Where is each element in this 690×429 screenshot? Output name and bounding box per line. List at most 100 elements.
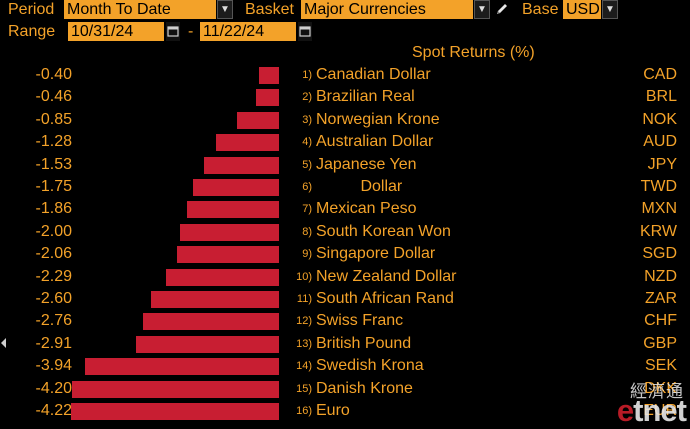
- rank-label: 2): [302, 91, 312, 104]
- table-row[interactable]: -0.40 1) Canadian Dollar CAD: [0, 64, 690, 86]
- period-label: Period: [8, 1, 55, 18]
- rank-label: 1): [302, 69, 312, 81]
- basket-select[interactable]: Major Currencies: [301, 0, 473, 19]
- table-row[interactable]: -4.20 15) Danish Krone DKK: [0, 378, 690, 400]
- currency-name[interactable]: Japanese Yen: [316, 155, 417, 173]
- table-row[interactable]: -2.76 12) Swiss Franc CHF: [0, 310, 690, 332]
- currency-code: BRL: [645, 88, 677, 106]
- toolbar: Period Month To Date ▼ Basket Major Curr…: [0, 0, 690, 44]
- return-value: -0.85: [35, 110, 72, 128]
- return-value: -2.06: [35, 245, 72, 263]
- basket-label: Basket: [245, 1, 294, 18]
- table-row[interactable]: -1.28 4) Australian Dollar AUD: [0, 131, 690, 153]
- return-value: -2.60: [35, 290, 72, 307]
- currency-name[interactable]: Swedish Krona: [316, 357, 424, 375]
- return-value: -1.53: [35, 155, 72, 173]
- return-value: -2.29: [35, 267, 72, 285]
- currency-name[interactable]: Singapore Dollar: [316, 245, 436, 263]
- chevron-down-icon: ▼: [477, 4, 487, 15]
- return-bar: [237, 111, 279, 129]
- currency-code: CAD: [643, 66, 677, 83]
- base-dropdown-button[interactable]: ▼: [602, 0, 618, 19]
- currency-name[interactable]: Australian Dollar: [316, 133, 434, 151]
- currency-code: ZAR: [645, 290, 677, 307]
- table-row[interactable]: -2.06 9) Singapore Dollar SGD: [0, 243, 690, 265]
- return-bar: [187, 201, 279, 219]
- basket-dropdown-button[interactable]: ▼: [474, 0, 490, 19]
- period-select[interactable]: Month To Date: [64, 0, 216, 19]
- currency-code: EUR: [643, 402, 677, 419]
- return-bar: [256, 89, 279, 107]
- currency-name[interactable]: South African Rand: [316, 290, 454, 307]
- currency-code: GBP: [643, 334, 677, 352]
- rank-label: 4): [302, 136, 312, 149]
- base-label: Base: [522, 1, 559, 18]
- rank-label: 5): [302, 158, 312, 171]
- base-select[interactable]: USD: [563, 0, 601, 19]
- currency-name[interactable]: Danish Krone: [316, 379, 413, 397]
- return-value: -0.46: [35, 88, 72, 106]
- rank-label: 8): [302, 225, 312, 238]
- currency-code: JPY: [647, 155, 677, 173]
- rank-label: 10): [296, 270, 312, 283]
- table-row[interactable]: -1.75 6) Dollar TWD: [0, 176, 690, 198]
- currency-name[interactable]: Mexican Peso: [316, 200, 417, 218]
- chart-title: Spot Returns (%): [412, 44, 535, 61]
- return-value: -0.40: [35, 66, 72, 83]
- table-row[interactable]: -0.46 2) Brazilian Real BRL: [0, 86, 690, 108]
- table-row[interactable]: -1.86 7) Mexican Peso MXN: [0, 198, 690, 220]
- table-row[interactable]: -2.29 10) New Zealand Dollar NZD: [0, 266, 690, 288]
- rank-label: 14): [296, 360, 312, 373]
- return-bar: [204, 156, 279, 174]
- currency-name[interactable]: Brazilian Real: [316, 88, 415, 106]
- calendar-icon[interactable]: [166, 22, 180, 41]
- return-bar: [177, 246, 279, 264]
- pencil-icon[interactable]: [494, 1, 510, 17]
- currency-code: SEK: [644, 357, 677, 375]
- return-bar: [136, 335, 279, 353]
- range-start-input[interactable]: 10/31/24: [68, 22, 164, 41]
- rank-label: 9): [302, 248, 312, 261]
- currency-code: DKK: [644, 379, 677, 397]
- currency-name[interactable]: South Korean Won: [316, 222, 451, 240]
- currency-name[interactable]: Swiss Franc: [316, 312, 404, 330]
- rank-label: 11): [296, 293, 312, 305]
- rank-label: 12): [296, 315, 312, 328]
- rank-label: 15): [296, 382, 312, 395]
- table-row[interactable]: -0.85 3) Norwegian Krone NOK: [0, 109, 690, 131]
- rank-label: 6): [302, 181, 312, 193]
- table-row[interactable]: -2.60 11) South African Rand ZAR: [0, 288, 690, 310]
- chevron-down-icon: ▼: [220, 4, 230, 15]
- currency-code: SGD: [642, 245, 677, 263]
- return-bar: [85, 358, 279, 376]
- return-value: -2.00: [35, 222, 72, 240]
- calendar-icon[interactable]: [298, 22, 312, 41]
- return-value: -4.22: [35, 402, 72, 419]
- table-row[interactable]: -2.00 8) South Korean Won KRW: [0, 221, 690, 243]
- table-row[interactable]: -3.94 14) Swedish Krona SEK: [0, 355, 690, 377]
- return-value: -4.20: [35, 379, 72, 397]
- currency-code: CHF: [644, 312, 677, 330]
- table-row[interactable]: -4.22 16) Euro EUR: [0, 400, 690, 422]
- return-value: -2.76: [35, 312, 72, 330]
- range-end-input[interactable]: 11/22/24: [200, 22, 296, 41]
- rank-label: 3): [302, 113, 312, 126]
- currency-name[interactable]: Canadian Dollar: [316, 66, 431, 83]
- period-dropdown-button[interactable]: ▼: [217, 0, 233, 19]
- return-bar: [216, 134, 279, 152]
- rank-label: 16): [296, 405, 312, 417]
- table-row[interactable]: -1.53 5) Japanese Yen JPY: [0, 154, 690, 176]
- table-row[interactable]: -2.91 13) British Pound GBP: [0, 333, 690, 355]
- return-bar: [72, 380, 279, 398]
- return-bar: [166, 268, 279, 286]
- currency-code: NZD: [644, 267, 677, 285]
- currency-name[interactable]: Dollar: [316, 178, 403, 195]
- currency-name[interactable]: British Pound: [316, 334, 412, 352]
- return-value: -3.94: [35, 357, 72, 375]
- return-bar: [180, 223, 279, 241]
- currency-name[interactable]: Norwegian Krone: [316, 110, 440, 128]
- arrow-left-icon[interactable]: [1, 338, 6, 348]
- return-bar: [259, 67, 279, 84]
- currency-name[interactable]: New Zealand Dollar: [316, 267, 457, 285]
- currency-name[interactable]: Euro: [316, 402, 350, 419]
